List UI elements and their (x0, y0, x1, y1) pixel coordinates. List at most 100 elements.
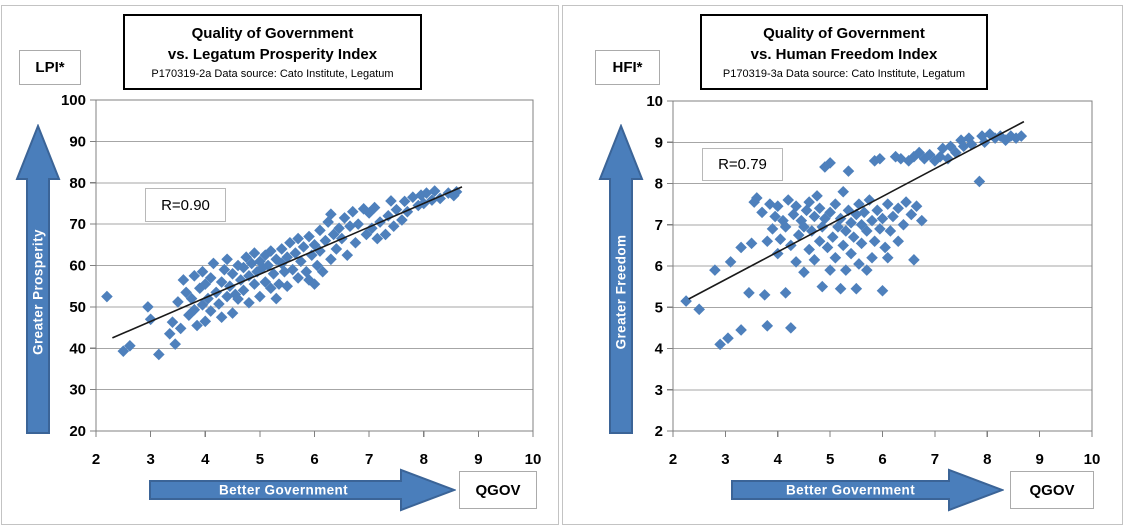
scatter-point (837, 239, 850, 252)
svg-text:70: 70 (69, 216, 86, 233)
scatter-point (314, 224, 326, 237)
svg-text:90: 90 (69, 133, 86, 150)
scatter-point (847, 231, 860, 243)
scatter-point (387, 220, 400, 232)
scatter-point (202, 292, 214, 305)
svg-text:100: 100 (61, 92, 86, 109)
y-axis-unit-box: LPI* (19, 50, 81, 85)
scatter-point (218, 263, 231, 276)
scatter-point (829, 198, 842, 210)
scatter-point (803, 243, 815, 256)
scatter-point (845, 247, 857, 260)
scatter-point (860, 225, 873, 237)
scatter-point (172, 296, 184, 308)
scatter-point (193, 282, 206, 295)
scatter-point (169, 338, 182, 350)
scatter-point (774, 233, 787, 245)
scatter-point (226, 307, 239, 319)
scatter-point (396, 214, 408, 226)
svg-text:10: 10 (646, 93, 663, 110)
scatter-point (196, 265, 209, 278)
scatter-point (853, 258, 865, 270)
scatter-point (286, 263, 299, 276)
scatter-point (295, 255, 307, 268)
scatter-point (379, 228, 392, 241)
scatter-point (766, 223, 779, 235)
svg-text:10: 10 (525, 451, 542, 468)
svg-text:8: 8 (655, 176, 663, 193)
scatter-point (866, 251, 878, 264)
scatter-point (858, 206, 870, 219)
scatter-point (855, 237, 868, 250)
scatter-point (248, 278, 261, 290)
scatter-point (905, 208, 918, 221)
scatter-point (884, 225, 897, 237)
scatter-point (254, 255, 266, 268)
scatter-point (743, 287, 755, 299)
svg-text:30: 30 (69, 382, 86, 399)
scatter-point (758, 289, 771, 301)
x-axis-unit-label: QGOV (475, 481, 521, 499)
scatter-point (221, 253, 233, 266)
svg-text:9: 9 (655, 134, 663, 151)
scatter-point (415, 189, 427, 201)
scatter-point (262, 259, 274, 272)
scatter-point (101, 290, 113, 303)
correlation-annotation: R=0.90 (145, 188, 226, 222)
svg-text:6: 6 (310, 451, 318, 468)
scatter-point (390, 203, 403, 216)
scatter-point (325, 253, 337, 266)
scatter-point (897, 218, 910, 231)
scatter-point (450, 186, 463, 198)
chart-title-box: Quality of Government vs. Human Freedom … (700, 14, 988, 90)
scatter-point (297, 241, 310, 253)
scatter-point (314, 245, 326, 257)
scatter-point (866, 214, 878, 227)
scatter-point (240, 251, 253, 264)
trend-line (112, 186, 463, 339)
scatter-point (785, 322, 797, 334)
svg-text:2: 2 (655, 423, 663, 440)
chart-title-line2: vs. Human Freedom Index (750, 46, 938, 63)
scatter-point (248, 247, 261, 259)
scatter-point (813, 235, 826, 248)
scatter-point (840, 264, 852, 276)
scatter-point (325, 208, 337, 220)
scatter-point (142, 301, 154, 313)
scatter-point (232, 293, 244, 305)
scatter-point (428, 185, 441, 197)
right-arrow-icon (731, 468, 1004, 512)
scatter-point (273, 278, 285, 290)
scatter-point (792, 229, 805, 241)
scatter-point (174, 322, 187, 335)
scatter-point (292, 232, 304, 245)
x-axis-arrow: Better Government (148, 467, 456, 513)
scatter-point (363, 207, 375, 219)
scatter-point (892, 235, 905, 248)
scatter-point (349, 236, 362, 249)
scatter-point (265, 282, 277, 295)
svg-text:4: 4 (201, 451, 210, 468)
y-arrow-label: Greater Prosperity (30, 229, 46, 356)
scatter-point (256, 261, 269, 274)
chart-title-line2: vs. Legatum Prosperity Index (167, 46, 378, 63)
svg-text:5: 5 (826, 451, 834, 468)
scatter-point (327, 228, 340, 241)
scatter-point (303, 230, 315, 243)
scatter-point (887, 210, 899, 223)
scatter-point (808, 254, 821, 266)
scatter-point (808, 210, 821, 223)
scatter-point (344, 220, 356, 232)
scatter-point (1015, 130, 1028, 142)
scatter-point (709, 264, 721, 276)
svg-text:50: 50 (69, 299, 86, 316)
scatter-point (892, 202, 905, 215)
scatter-point (183, 309, 195, 321)
scatter-point (371, 232, 384, 245)
scatter-point (366, 222, 378, 235)
scatter-point (281, 280, 293, 292)
scatter-point (180, 286, 192, 299)
svg-text:6: 6 (655, 258, 663, 275)
scatter-point (860, 264, 873, 276)
scatter-point (311, 259, 324, 272)
